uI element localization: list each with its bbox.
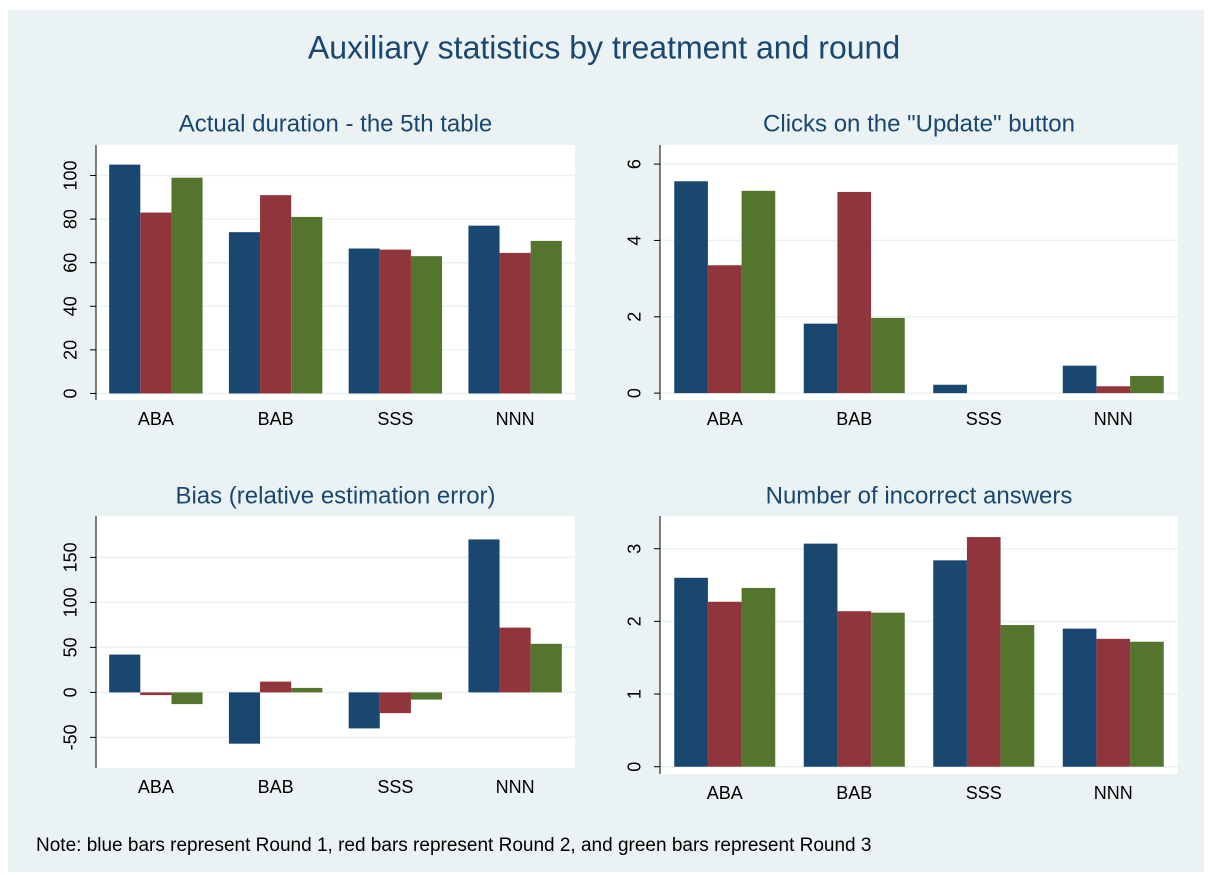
y-tick-label: 2	[625, 312, 645, 322]
bar	[530, 240, 562, 394]
x-tick-label: BAB	[836, 409, 872, 429]
bar	[1130, 641, 1164, 767]
y-tick-label: -50	[61, 724, 81, 750]
bar	[109, 654, 141, 693]
bar	[933, 384, 967, 394]
x-tick-label: SSS	[966, 409, 1002, 429]
y-tick-label: 100	[61, 587, 81, 617]
bar	[109, 164, 141, 394]
bar	[837, 191, 872, 394]
bar	[228, 692, 261, 744]
bar	[171, 692, 203, 705]
x-tick-label: NNN	[496, 409, 535, 429]
x-tick-label: ABA	[707, 783, 743, 803]
bar	[260, 681, 292, 693]
bar	[966, 537, 1001, 767]
y-tick-label: 100	[61, 160, 81, 190]
y-tick-label: 1	[625, 689, 645, 699]
x-tick-label: NNN	[1094, 409, 1133, 429]
y-tick-label: 2	[625, 616, 645, 626]
bar	[348, 248, 380, 394]
panel-title: Number of incorrect answers	[766, 482, 1073, 509]
bar	[1062, 365, 1097, 394]
bar	[837, 611, 872, 767]
bar	[707, 265, 742, 394]
bar	[707, 601, 742, 767]
bar	[871, 612, 905, 767]
bar	[1096, 386, 1131, 394]
bar	[410, 256, 443, 394]
x-tick-label: BAB	[836, 783, 872, 803]
bar	[741, 190, 776, 394]
bar	[379, 692, 411, 714]
y-tick-label: 50	[61, 637, 81, 657]
bar	[140, 692, 172, 696]
bar	[348, 692, 380, 729]
bar	[468, 539, 500, 693]
bar	[1096, 638, 1131, 767]
y-tick-label: 150	[61, 542, 81, 572]
bar	[674, 181, 708, 394]
x-tick-label: SSS	[377, 409, 413, 429]
note: Note: blue bars represent Round 1, red b…	[36, 835, 871, 856]
bar	[933, 560, 967, 767]
x-tick-label: NNN	[496, 777, 535, 797]
y-tick-label: 0	[625, 388, 645, 398]
x-tick-label: ABA	[138, 409, 174, 429]
bar	[499, 627, 531, 693]
bar	[228, 232, 261, 394]
bar	[499, 252, 531, 394]
bar	[1000, 625, 1035, 767]
y-tick-label: 60	[61, 253, 81, 273]
bar	[530, 643, 562, 693]
x-tick-label: SSS	[966, 783, 1002, 803]
bar	[1130, 375, 1164, 394]
bar	[468, 225, 500, 394]
y-tick-label: 0	[61, 388, 81, 398]
y-tick-label: 80	[61, 209, 81, 229]
bar	[291, 687, 323, 693]
panel-title: Bias (relative estimation error)	[175, 482, 495, 509]
bar	[140, 212, 172, 394]
bar	[1062, 628, 1097, 767]
y-tick-label: 20	[61, 340, 81, 360]
panel-title: Actual duration - the 5th table	[179, 110, 493, 137]
y-tick-label: 0	[61, 687, 81, 697]
panel-title: Clicks on the "Update" button	[763, 110, 1075, 137]
bar	[674, 577, 708, 767]
x-tick-label: ABA	[138, 777, 174, 797]
bar	[803, 323, 838, 394]
x-tick-label: BAB	[258, 409, 294, 429]
bar	[803, 543, 838, 767]
x-tick-label: BAB	[258, 777, 294, 797]
figure-title: Auxiliary statistics by treatment and ro…	[308, 29, 900, 65]
y-tick-label: 6	[625, 159, 645, 169]
bar	[260, 195, 292, 394]
y-tick-label: 0	[625, 762, 645, 772]
y-tick-label: 3	[625, 544, 645, 554]
y-tick-label: 4	[625, 235, 645, 245]
bar	[410, 692, 443, 700]
bar	[171, 177, 203, 394]
bar	[741, 587, 776, 767]
x-tick-label: SSS	[377, 777, 413, 797]
bar	[291, 216, 323, 394]
x-tick-label: ABA	[707, 409, 743, 429]
bar	[871, 317, 905, 394]
y-tick-label: 40	[61, 296, 81, 316]
x-tick-label: NNN	[1094, 783, 1133, 803]
bar	[379, 249, 411, 394]
